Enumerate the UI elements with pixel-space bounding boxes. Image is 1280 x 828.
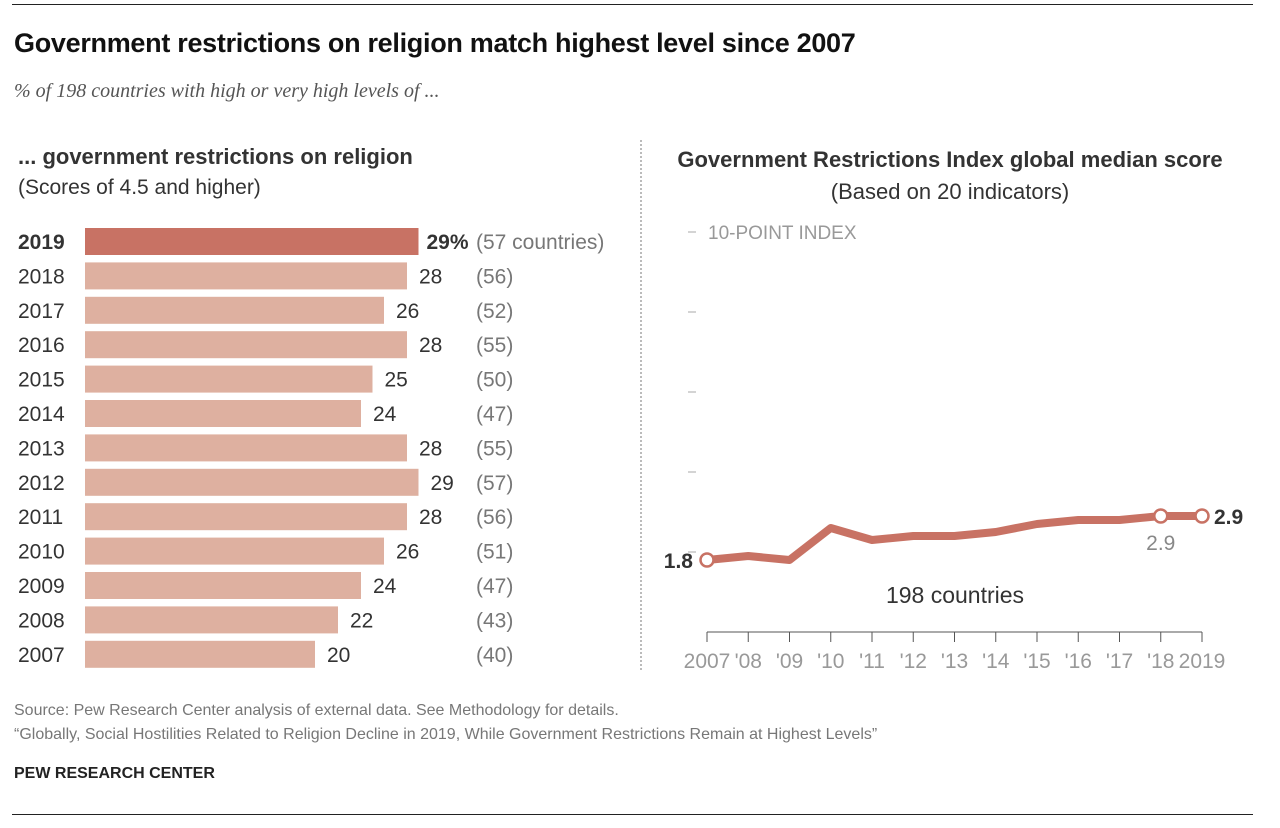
bar-value-label: 24 bbox=[373, 403, 397, 426]
brand-logo-text: PEW RESEARCH CENTER bbox=[14, 765, 215, 782]
bar-value-label: 22 bbox=[350, 609, 373, 632]
bar-category-label: 2015 bbox=[18, 369, 65, 392]
bar-count-label: (57) bbox=[476, 472, 513, 495]
top-rule bbox=[12, 4, 1253, 5]
x-tick-label: '08 bbox=[735, 650, 762, 673]
bar-chart-subtitle: (Scores of 4.5 and higher) bbox=[18, 176, 261, 199]
panel-divider bbox=[640, 140, 642, 670]
x-tick-label: '10 bbox=[817, 650, 844, 673]
bar-value-label: 28 bbox=[419, 265, 442, 288]
bar bbox=[85, 365, 373, 393]
bar bbox=[85, 228, 419, 255]
chart-title: Government restrictions on religion matc… bbox=[14, 28, 856, 58]
x-tick-label: '15 bbox=[1023, 650, 1050, 673]
bar bbox=[85, 468, 419, 496]
data-point-marker bbox=[699, 552, 715, 568]
bar-category-label: 2009 bbox=[18, 575, 65, 598]
line-title-bold: Government Restrictions Index global med… bbox=[677, 147, 1223, 172]
x-tick-label: '14 bbox=[982, 650, 1010, 673]
bottom-rule bbox=[12, 814, 1253, 815]
x-tick-label: '11 bbox=[859, 650, 885, 673]
bar-chart-title: ... government restrictions on religion bbox=[18, 144, 413, 169]
bar-category-label: 2010 bbox=[18, 541, 65, 564]
bar-count-label: (40) bbox=[476, 644, 513, 667]
series-line bbox=[706, 512, 1202, 564]
x-tick-label: 2019 bbox=[1179, 650, 1226, 673]
bar-category-label: 2011 bbox=[18, 506, 63, 529]
bar-count-label: (55) bbox=[476, 334, 513, 357]
bar-count-label: (56) bbox=[476, 506, 513, 529]
bar-value-label: 29 bbox=[431, 472, 454, 495]
x-tick-label: '13 bbox=[941, 650, 968, 673]
bar bbox=[85, 400, 361, 427]
bar-count-label: (43) bbox=[476, 609, 513, 632]
bar bbox=[85, 640, 315, 668]
bar bbox=[85, 296, 384, 324]
bar-count-label: (57 countries) bbox=[476, 231, 604, 254]
x-tick-label: '12 bbox=[900, 650, 927, 673]
end-value-label: 2.9 bbox=[1214, 506, 1243, 529]
bar-count-label: (51) bbox=[476, 541, 513, 564]
start-value-label: 1.8 bbox=[664, 550, 694, 573]
bar-value-label: 24 bbox=[373, 575, 397, 598]
x-tick-label: '16 bbox=[1065, 650, 1092, 673]
bar bbox=[85, 572, 361, 599]
bar-count-label: (47) bbox=[476, 403, 513, 426]
bar-value-label: 29% bbox=[427, 231, 469, 254]
source-note: Source: Pew Research Center analysis of … bbox=[14, 702, 619, 719]
bar-count-label: (56) bbox=[476, 265, 513, 288]
bar-category-label: 2016 bbox=[18, 334, 65, 357]
bar bbox=[85, 503, 407, 531]
series-label: 198 countries bbox=[886, 582, 1024, 608]
bar-category-label: 2017 bbox=[18, 300, 65, 323]
bar bbox=[85, 434, 407, 462]
report-title: “Globally, Social Hostilities Related to… bbox=[14, 726, 878, 743]
bar-category-label: 2013 bbox=[18, 437, 65, 460]
bar-value-label: 28 bbox=[419, 437, 442, 460]
bar-category-label: 2007 bbox=[18, 644, 65, 667]
line-title-rest: (Based on 20 indicators) bbox=[830, 179, 1070, 204]
bar-count-label: (50) bbox=[476, 369, 513, 392]
bar-count-label: (55) bbox=[476, 437, 513, 460]
bar-value-label: 26 bbox=[396, 300, 419, 323]
x-tick-label: '18 bbox=[1147, 650, 1174, 673]
bar-value-label: 20 bbox=[327, 644, 350, 667]
data-point-marker bbox=[1153, 508, 1169, 524]
bar-category-label: 2014 bbox=[18, 403, 65, 426]
bar-category-label: 2012 bbox=[18, 472, 65, 495]
bar-value-label: 28 bbox=[419, 506, 442, 529]
bar bbox=[85, 262, 407, 290]
x-tick-label: '09 bbox=[776, 650, 803, 673]
bar bbox=[85, 331, 407, 359]
bar-count-label: (52) bbox=[476, 300, 513, 323]
bar-value-label: 25 bbox=[385, 369, 408, 392]
x-tick-label: 2007 bbox=[684, 650, 731, 673]
bar-category-label: 2019 bbox=[18, 231, 65, 254]
value-label-2018: 2.9 bbox=[1146, 532, 1175, 555]
line-chart-title: Government Restrictions Index global med… bbox=[645, 144, 1255, 208]
bar bbox=[85, 537, 384, 565]
y-axis-label: 10-POINT INDEX bbox=[708, 223, 857, 244]
bar bbox=[85, 606, 338, 634]
bar-value-label: 26 bbox=[396, 541, 419, 564]
data-point-marker bbox=[1194, 508, 1210, 524]
x-tick-label: '17 bbox=[1106, 650, 1133, 673]
bar-count-label: (47) bbox=[476, 575, 513, 598]
chart-subtitle: % of 198 countries with high or very hig… bbox=[14, 80, 440, 102]
bar-category-label: 2008 bbox=[18, 609, 65, 632]
bar-value-label: 28 bbox=[419, 334, 442, 357]
bar-category-label: 2018 bbox=[18, 265, 65, 288]
